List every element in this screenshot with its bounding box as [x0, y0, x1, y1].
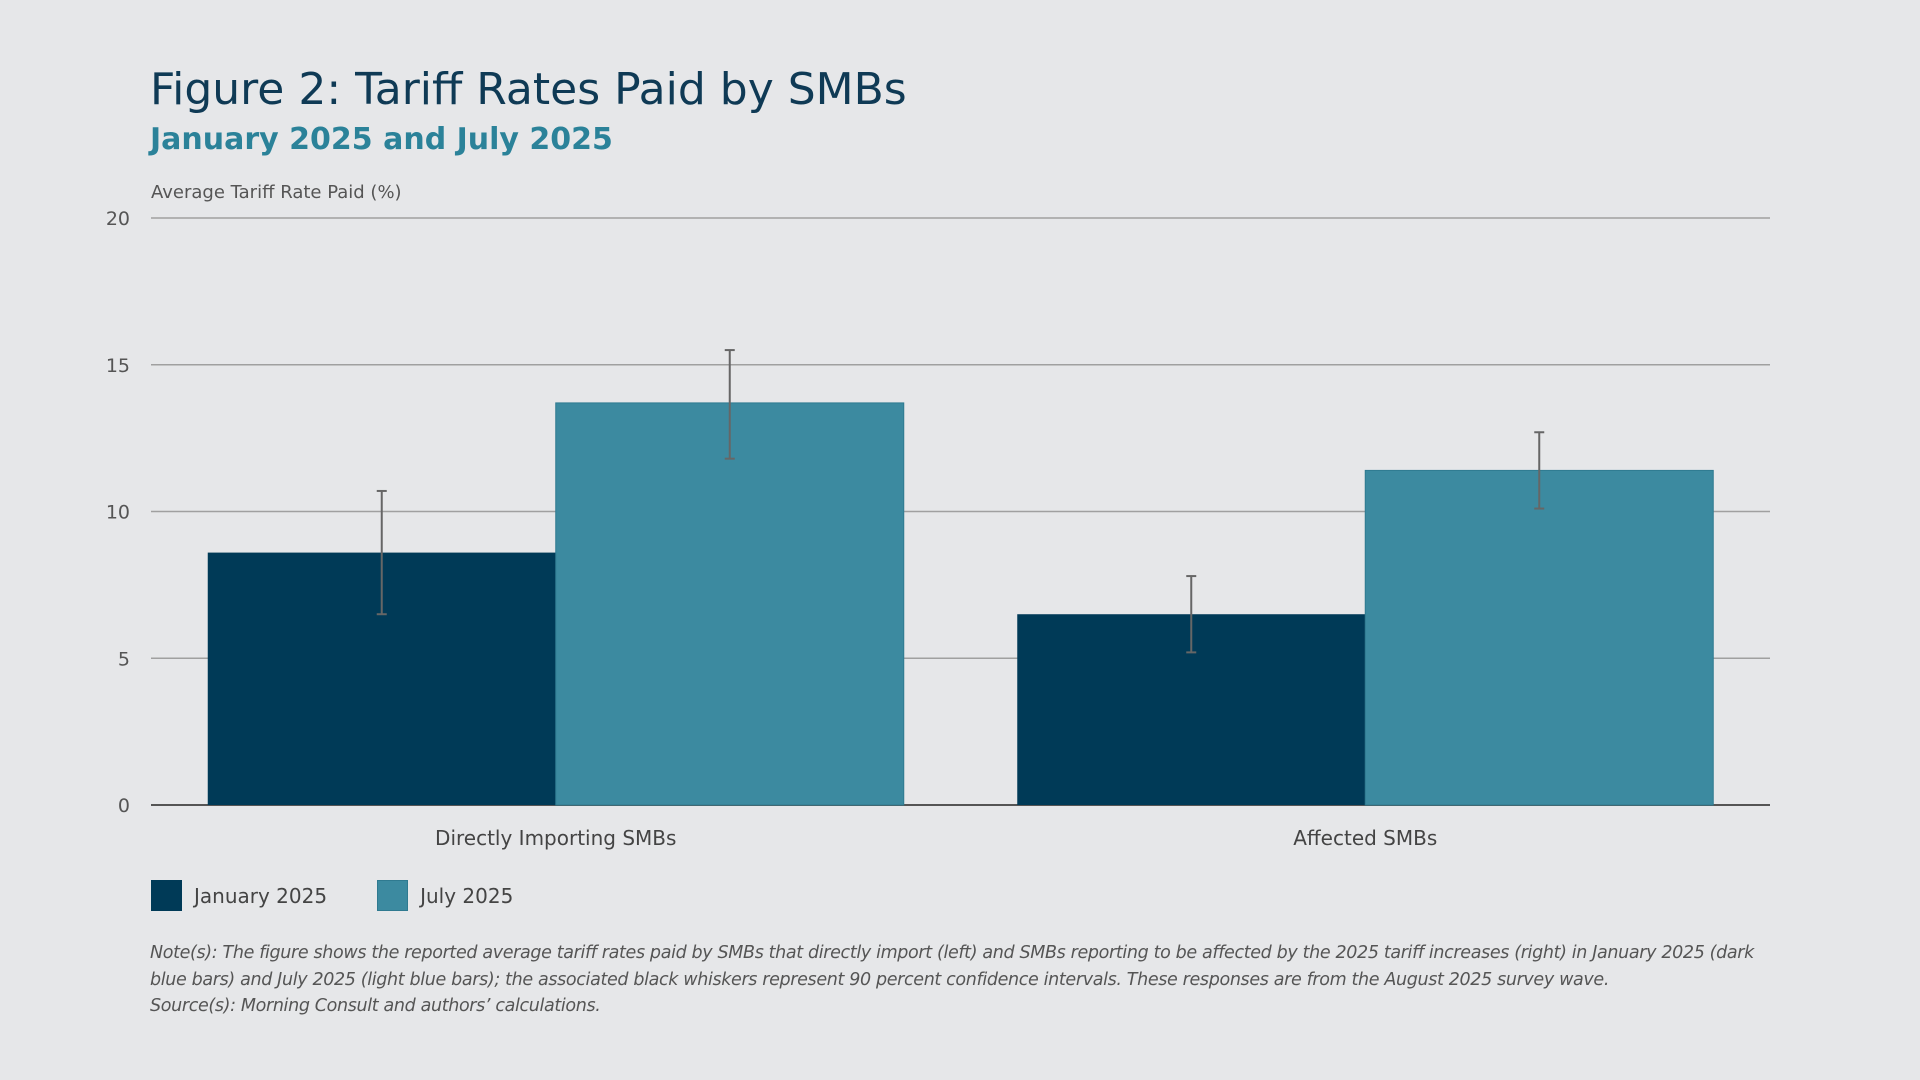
chart-note: Note(s): The figure shows the reported a… — [150, 943, 1754, 990]
y-tick-label: 5 — [118, 648, 130, 670]
legend-label-january: January 2025 — [194, 883, 328, 908]
legend-swatch-july — [377, 880, 409, 911]
legend: January 2025 July 2025 — [151, 880, 563, 911]
tick-labels: 0 5 10 15 20 Directly Importing SMBs Affected … — [106, 208, 1437, 850]
y-tick-label: 10 — [106, 502, 130, 524]
legend-item-january: January 2025 — [151, 880, 327, 911]
chart-subtitle: January 2025 and July 2025 — [150, 122, 613, 157]
y-tick-label: 20 — [106, 208, 130, 230]
bar — [1364, 469, 1714, 806]
y-tick-label: 15 — [106, 355, 130, 377]
legend-label-july: July 2025 — [420, 883, 514, 908]
bar-chart: Average Tariff Rate Paid (%) 0 5 10 15 20 Dir… — [106, 182, 1770, 850]
error-bars — [376, 349, 1545, 654]
bar — [555, 402, 905, 806]
legend-item-july: July 2025 — [377, 880, 513, 911]
chart-title: Figure 2: Tariff Rates Paid by SMBs — [150, 64, 907, 115]
x-tick-label: Directly Importing SMBs — [435, 826, 676, 850]
y-axis-label: Average Tariff Rate Paid (%) — [151, 182, 402, 203]
y-tick-label: 0 — [118, 795, 130, 817]
legend-swatch-january — [151, 880, 182, 911]
x-tick-label: Affected SMBs — [1293, 826, 1437, 850]
bars — [207, 402, 1714, 806]
chart-source: Source(s): Morning Consult and authors’ … — [150, 996, 601, 1016]
